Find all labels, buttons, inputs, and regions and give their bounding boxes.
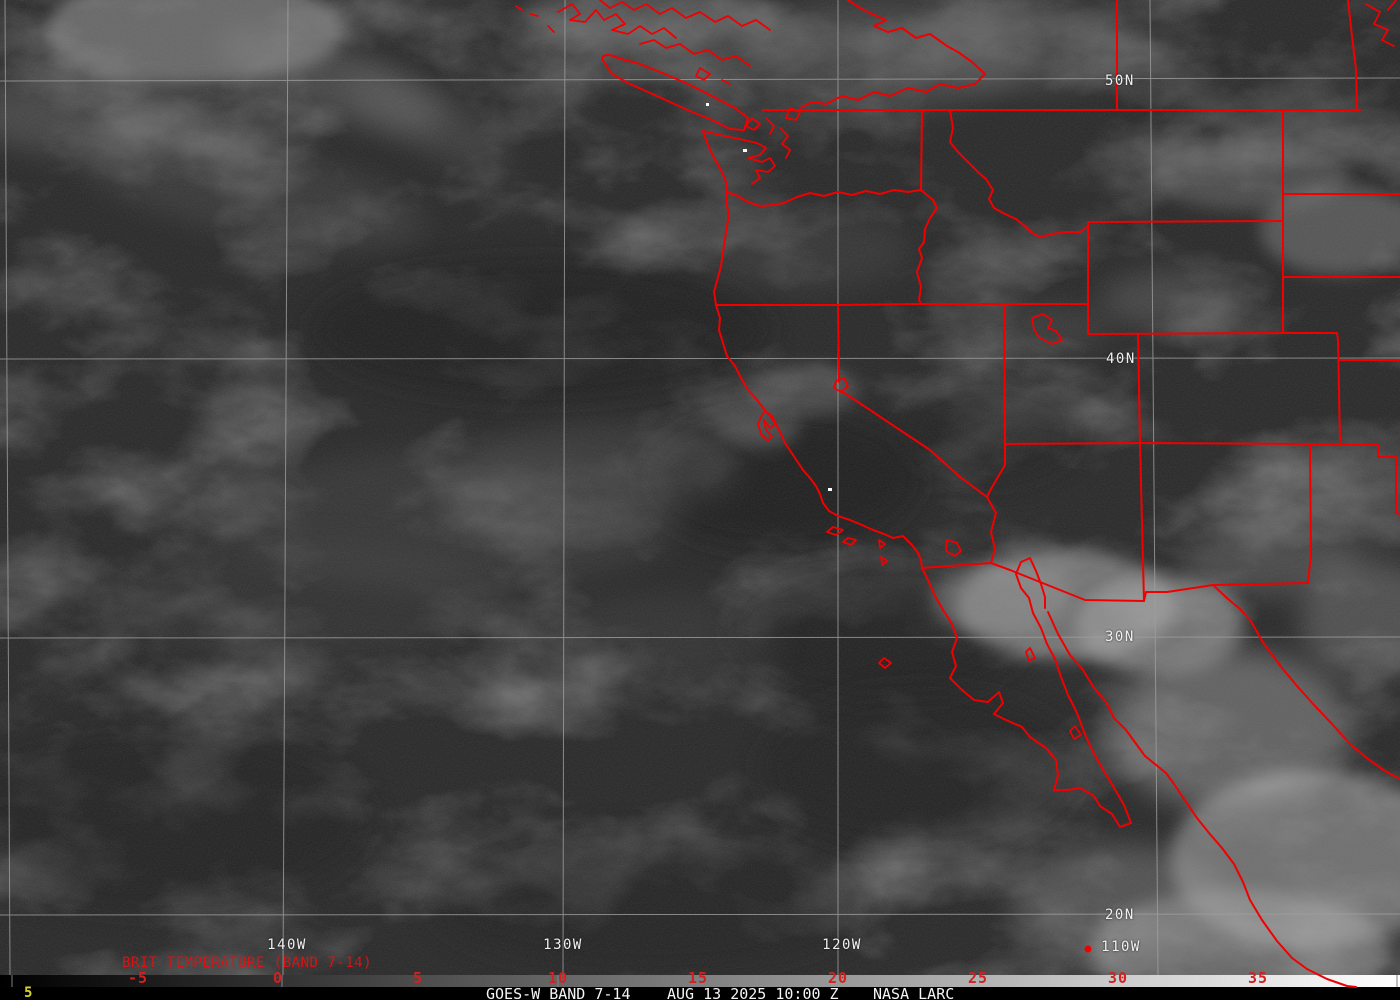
colorbar-ticks-marks	[11, 975, 1398, 987]
mt-wy-45n-border	[1087, 220, 1284, 223]
gridline-50n	[0, 77, 1400, 82]
colorbar-tick: 30	[1107, 969, 1129, 987]
colorbar-tick: 35	[1247, 969, 1269, 987]
37n-border	[1004, 442, 1400, 515]
or-ca-nv-42n-border	[715, 303, 1089, 306]
wa-or-columbia-river-border	[726, 189, 922, 207]
footer-credit: NASA LARC	[873, 985, 955, 1000]
lat-label-20n: 20N	[1105, 907, 1135, 923]
salton-sea	[945, 539, 962, 557]
gridline-130w	[562, 0, 566, 976]
colorbar-tick: -5	[127, 969, 149, 987]
vancouver-island	[601, 54, 749, 131]
lat-label-30n: 30N	[1105, 629, 1135, 645]
mb-lakes	[1365, 0, 1397, 47]
nv-ut-114w-border	[1003, 303, 1006, 444]
bc-mainland-coast	[799, 0, 986, 109]
ca-mexico-border	[921, 562, 992, 569]
nv-az-colorado-river-border	[986, 442, 1006, 564]
footer-product-label: GOES-W BAND 7-14	[486, 985, 631, 1000]
gridline-40n	[0, 357, 1400, 360]
id-mt-border	[949, 109, 1089, 238]
colorbar-tick: 20	[827, 969, 849, 987]
corner-value: 5	[24, 985, 33, 1000]
gridline-140w	[282, 0, 289, 976]
az-nm-109w-border	[1139, 442, 1145, 602]
great-salt-lake	[1031, 313, 1063, 345]
channel-islands	[826, 526, 892, 669]
san-francisco-bay	[757, 410, 777, 442]
nm-tx-border	[1212, 444, 1312, 586]
wy-ne-co-41n-border	[1087, 332, 1341, 443]
colorbar-title: BRIT TEMPERATURE (BAND 7-14)	[122, 955, 373, 971]
brightness-temperature-colorbar	[0, 975, 1400, 987]
rio-grande	[1212, 584, 1400, 780]
mexico-mainland-coast	[1047, 611, 1357, 988]
sk-mb-border	[1347, 0, 1358, 111]
lon-label-130w: 130W	[543, 937, 583, 953]
ca-nv-border	[837, 304, 988, 498]
colorbar-tick: 15	[687, 969, 709, 987]
gridline-110w	[1149, 0, 1159, 976]
lat-label-50n: 50N	[1105, 73, 1135, 89]
hotspot-marker	[1084, 945, 1092, 953]
map-borders-overlay	[515, 0, 1400, 988]
gridline-20n	[0, 913, 1400, 916]
pacific-coastline	[702, 130, 923, 569]
ut-co-109w-border	[1137, 333, 1141, 444]
lon-label-120w: 120W	[822, 937, 862, 953]
lake-tahoe	[833, 377, 849, 393]
lon-label-140w: 140W	[267, 937, 307, 953]
gridline-30n	[0, 636, 1400, 639]
wa-id-snake-river-border	[916, 109, 938, 305]
footer-bar	[0, 987, 1400, 1000]
colorbar-tick: 25	[967, 969, 989, 987]
colorbar-tick: 5	[412, 969, 424, 987]
gridline-150w	[4, 0, 11, 976]
bright-specks	[706, 103, 832, 491]
latlon-gridlines	[0, 0, 1400, 976]
bc-coast-islands	[515, 0, 771, 85]
gulf-of-california-islands	[1025, 647, 1082, 740]
lat-label-40n: 40N	[1106, 351, 1136, 367]
colorbar-tick: 0	[272, 969, 284, 987]
colorbar-tick: 10	[547, 969, 569, 987]
lon-label-110w: 110W	[1101, 939, 1141, 955]
puget-sound-complex	[702, 107, 801, 185]
baja-california-coast	[921, 557, 1132, 828]
footer-timestamp: AUG 13 2025 10:00 Z	[667, 985, 839, 1000]
